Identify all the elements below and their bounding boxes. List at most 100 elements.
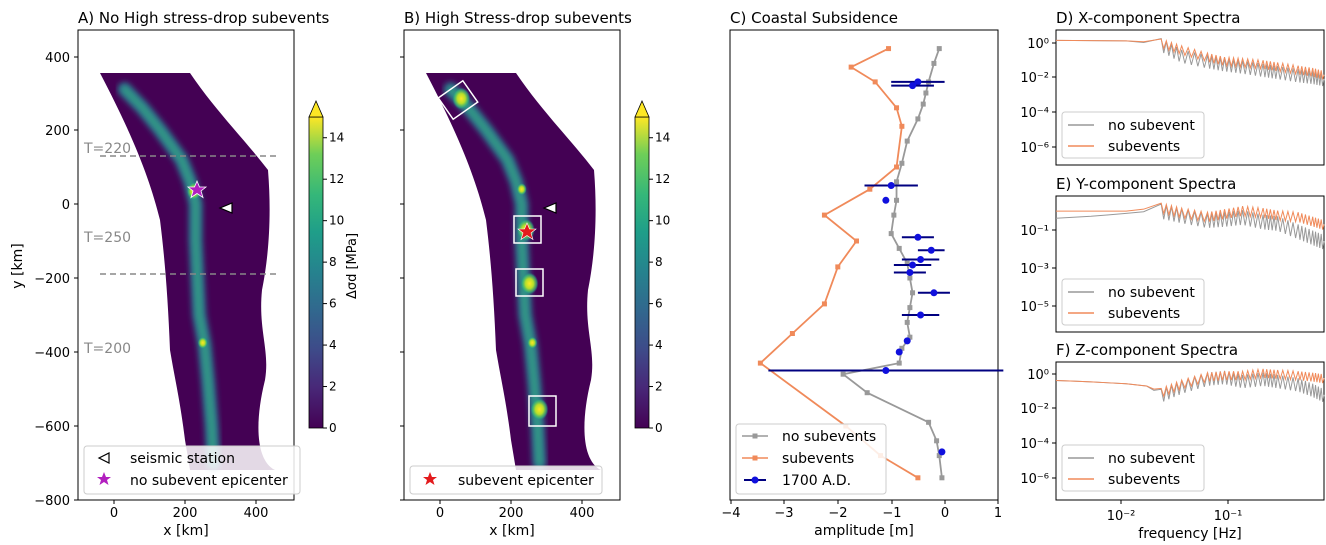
panel-a-ytick-2: 0 xyxy=(62,198,70,213)
panel-b-axes xyxy=(403,29,621,501)
panel-c-no-subevents-line xyxy=(841,48,943,478)
panel-c-subevents-point xyxy=(853,238,859,244)
panel-c-paleo-point xyxy=(882,196,890,204)
panel-f-x-ticks: 10⁻² 10⁻¹ xyxy=(1107,500,1242,524)
panel-b-subevent-box-2 xyxy=(513,215,542,244)
panel-c-paleo-point xyxy=(895,348,903,356)
panel-d-axes xyxy=(1055,29,1325,166)
panel-c-xtick-1: −3 xyxy=(774,506,793,521)
cbB-ticks-tick-label: 8 xyxy=(655,255,663,269)
panel-d-ytick-3: 10⁻⁶ xyxy=(1020,141,1049,156)
colorbar-b-extend-arrow xyxy=(634,100,650,118)
panel-f-legend: no subevent subevents xyxy=(1061,444,1205,492)
panel-c-no-subevents-point xyxy=(894,197,900,203)
panel-e-ytick-2: 10⁻⁵ xyxy=(1020,300,1049,315)
panel-a: A) No High stress-drop subevents T=220 T… xyxy=(10,9,329,539)
panel-a-ytick-5: −600 xyxy=(34,420,70,435)
panel-b-xtick-1: 200 xyxy=(499,506,524,521)
panel-c-no-subevents-point xyxy=(899,160,905,166)
panel-c-paleo-point xyxy=(914,78,922,86)
panel-c-no-subevents-point xyxy=(936,453,942,459)
cbA-ticks-tick-label: 10 xyxy=(329,214,344,228)
panel-e-ytick-1: 10⁻³ xyxy=(1020,262,1049,277)
panel-c-no-subevents-point xyxy=(840,371,846,377)
panel-b-hotspot xyxy=(516,183,527,196)
panel-a-legend-star-marker xyxy=(97,472,111,485)
panel-c-subevents-point xyxy=(821,301,827,307)
panel-c-xtick-5: 1 xyxy=(994,506,1002,521)
panel-b-subevent-hotspot xyxy=(520,272,539,295)
panel-c-xtick-3: −1 xyxy=(882,506,901,521)
plotE-subevents-line xyxy=(1056,202,1325,230)
cbB-ticks-tick-label: 2 xyxy=(655,380,663,394)
panel-f: F) Z-component Spectra 10⁰ 10⁻² 10⁻⁴ 10⁻… xyxy=(1020,341,1325,542)
panel-c-no-subevents-point xyxy=(894,179,900,185)
cbA-ticks-tick-label: 2 xyxy=(329,380,337,394)
panel-c-subevents-point xyxy=(848,64,854,70)
panel-c-paleo-point xyxy=(914,233,922,241)
panel-b-xlabel: x [km] xyxy=(489,523,534,539)
panel-c-paleo-point xyxy=(938,448,946,456)
panel-a-xlabel: x [km] xyxy=(163,523,208,539)
panel-b-legend: subevent epicenter xyxy=(409,465,603,495)
panel-c-no-subevents-point xyxy=(904,138,910,144)
panel-b-xtick-0: 0 xyxy=(436,506,444,521)
panel-a-hotspot xyxy=(197,336,208,349)
panel-a-legend-station-marker xyxy=(97,452,110,464)
panel-c-subevents-point xyxy=(821,212,827,218)
panel-c-no-subevents-point xyxy=(904,319,910,325)
panel-c-subevents-point xyxy=(789,331,795,336)
panel-e-legend-subevents-label: subevents xyxy=(1108,306,1180,322)
panel-c-no-subevents-point xyxy=(907,305,913,311)
panel-c-no-subevents-point xyxy=(915,116,921,122)
panel-f-plot xyxy=(1055,367,1325,402)
panel-a-x-ticks: 0 200 400 xyxy=(110,500,268,521)
panel-b-legend-epicenter-label: subevent epicenter xyxy=(458,473,594,489)
panel-c-subevents-point xyxy=(835,264,841,270)
panel-f-xtick-0: 10⁻² xyxy=(1107,509,1136,524)
panel-c-no-subevents-point xyxy=(920,101,926,107)
colorbar-a-gradient xyxy=(308,116,324,429)
panel-f-ytick-2: 10⁻⁴ xyxy=(1020,437,1049,452)
panel-c-no-subevents-point xyxy=(896,245,902,251)
panel-c-no-subevents-point xyxy=(939,475,945,481)
panel-f-axes xyxy=(1055,361,1325,501)
panel-b-legend-star-marker xyxy=(423,472,437,485)
panel-c-no-subevents-point xyxy=(926,419,932,425)
panel-b-subevent-hotspot xyxy=(530,398,549,421)
panel-c-legend-paleo-label: 1700 A.D. xyxy=(782,473,851,489)
panel-c-no-subevents-point xyxy=(888,231,894,237)
colorbar-a-label: Δσd [MPa] xyxy=(345,233,360,299)
panel-f-title: F) Z-component Spectra xyxy=(1056,341,1238,359)
panel-a-ytick-3: −200 xyxy=(34,272,70,287)
panel-b-streak-core xyxy=(448,86,542,466)
panel-c-x-ticks: −4 −3 −2 −1 0 1 xyxy=(721,500,1002,521)
panel-a-xtick-0: 0 xyxy=(110,506,118,521)
panel-c-legend-no-subevents-label: no subevents xyxy=(782,429,876,445)
plotF-no-subevent-line xyxy=(1055,370,1325,402)
panel-c-paleo-point xyxy=(917,311,925,319)
cbB-ticks-tick-label: 0 xyxy=(655,421,663,435)
panel-a-legend-station-label: seismic station xyxy=(130,451,235,467)
panel-d-ytick-1: 10⁻² xyxy=(1020,71,1049,86)
cbB-ticks-tick-label: 6 xyxy=(655,297,663,311)
panel-c-subevents-point xyxy=(899,123,905,129)
colorbar-b: 0 2 4 6 8 10 12 14 xyxy=(634,100,670,435)
panel-c-paleo-point xyxy=(903,337,911,345)
panel-f-y-ticks: 10⁰ 10⁻² 10⁻⁴ 10⁻⁶ xyxy=(1020,368,1056,487)
cbA-ticks-tick-label: 0 xyxy=(329,421,337,435)
plotE-no-subevent-line xyxy=(1055,203,1325,250)
panel-b-subevent-boxes xyxy=(437,79,557,427)
panel-b-subevent-box-1 xyxy=(437,79,479,121)
panel-f-ytick-0: 10⁰ xyxy=(1027,368,1049,383)
panel-e-legend-no-subevent-label: no subevent xyxy=(1108,285,1195,301)
panel-c-no-subevents-point xyxy=(936,46,942,52)
plotD-no-subevent-line xyxy=(1055,38,1325,87)
panel-c-xtick-0: −4 xyxy=(721,506,740,521)
panel-c-xlabel: amplitude [m] xyxy=(814,523,914,539)
panel-c-paleo-point xyxy=(906,268,914,276)
panel-c-legend-no-subevents-marker xyxy=(752,433,758,439)
panel-c-subevents-point xyxy=(757,360,763,366)
panel-c: C) Coastal Subsidence −4 −3 −2 −1 0 1 am… xyxy=(721,9,1004,539)
panel-d-ytick-0: 10⁰ xyxy=(1027,37,1049,52)
